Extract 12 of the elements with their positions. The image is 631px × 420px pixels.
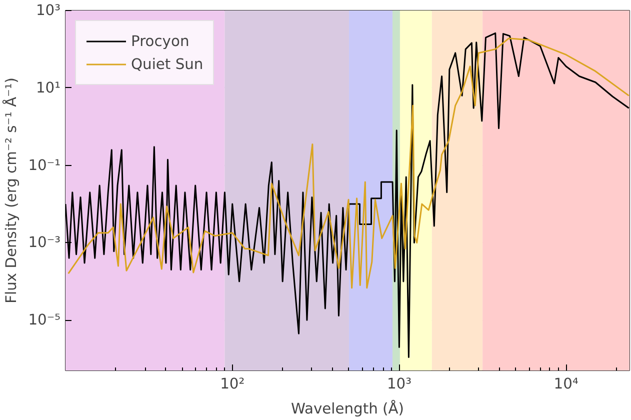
x-tick-label: 10⁴ (554, 376, 578, 392)
legend-label: Procyon (131, 32, 190, 50)
x-tick-label: 10³ (386, 376, 412, 392)
x-tick-label: 10² (220, 376, 245, 392)
y-tick-label: 10³ (36, 2, 61, 19)
y-tick-label: 10⁻¹ (28, 156, 61, 174)
y-tick-label: 10⁻⁵ (28, 312, 61, 329)
y-tick-label: 10¹ (36, 79, 61, 96)
y-axis-title: Flux Density (erg cm⁻² s⁻¹ Å⁻¹) (2, 78, 20, 304)
y-tick-label: 10⁻³ (28, 234, 61, 252)
x-axis-title: Wavelength (Å) (290, 400, 404, 418)
legend-label: Quiet Sun (131, 56, 204, 72)
